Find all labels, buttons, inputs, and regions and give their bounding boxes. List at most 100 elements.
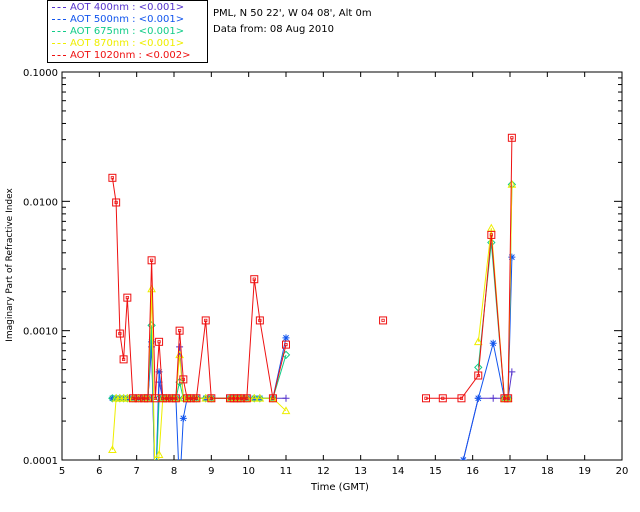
data-point	[489, 339, 497, 347]
data-point	[134, 394, 143, 403]
data-point	[108, 445, 117, 454]
data-point-inner	[459, 396, 464, 400]
data-point	[155, 337, 164, 346]
data-date: Data from: 08 Aug 2010	[213, 24, 334, 35]
data-point	[123, 293, 132, 302]
x-axis-label: Time (GMT)	[310, 482, 369, 493]
data-point	[489, 394, 497, 402]
data-point	[147, 284, 156, 293]
data-point	[268, 394, 277, 403]
data-point-inner	[381, 318, 385, 323]
data-point	[171, 394, 180, 403]
data-point-inner	[252, 277, 256, 281]
data-point-inner	[122, 357, 126, 361]
series-aot-675nm	[108, 180, 517, 460]
data-point	[282, 340, 290, 349]
data-point-inner	[204, 318, 208, 323]
legend-entry-675nm: AOT 675nm : <0.001>	[52, 26, 184, 38]
y-tick-label: 0.0010	[23, 327, 58, 338]
data-point-inner	[489, 233, 493, 237]
data-point	[422, 394, 430, 403]
data-point-inner	[164, 396, 169, 400]
data-point	[457, 394, 466, 403]
x-tick-label: 8	[171, 466, 177, 477]
data-point-inner	[271, 396, 275, 400]
y-tick-label: 0.1000	[23, 68, 58, 79]
legend-label: AOT 675nm : <0.001>	[70, 26, 185, 37]
data-point	[474, 371, 483, 380]
data-point	[179, 375, 188, 384]
data-point-inner	[149, 258, 154, 262]
data-point-inner	[153, 396, 157, 400]
legend-swatch	[52, 18, 66, 20]
legend-label: AOT 400nm : <0.001>	[70, 2, 185, 13]
data-point-inner	[209, 396, 213, 400]
axes: 5 6 7 8 9 10 11 12 13 14 15 16 17 18 19 20 0.0001 0.0010 0…	[23, 68, 628, 477]
x-tick-label: 7	[133, 466, 139, 477]
data-point	[487, 238, 496, 247]
data-point-inner	[157, 340, 161, 344]
data-point	[154, 450, 164, 458]
data-point	[508, 368, 516, 376]
data-point-inner	[258, 318, 262, 323]
data-point	[179, 414, 187, 422]
legend-entry-400nm: AOT 400nm : <0.001>	[52, 2, 184, 14]
series-line	[112, 257, 513, 460]
data-point	[207, 394, 216, 403]
data-point-inner	[146, 396, 150, 400]
series-layer	[108, 133, 517, 460]
y-axis-label: Imaginary Part of Refractive Index	[5, 187, 15, 341]
data-point	[255, 316, 264, 325]
data-point	[186, 394, 195, 403]
data-point	[282, 334, 290, 342]
data-point	[282, 394, 290, 402]
x-tick-label: 18	[541, 466, 554, 477]
data-point	[237, 394, 246, 403]
data-point	[201, 316, 210, 325]
x-tick-label: 5	[59, 466, 65, 477]
series-aot-500nm	[108, 253, 516, 460]
legend-swatch	[52, 6, 66, 8]
x-tick-label: 16	[466, 466, 479, 477]
site-location: PML, N 50 22', W 04 08', Alt 0m	[213, 8, 372, 19]
x-tick-label: 13	[354, 466, 367, 477]
data-point	[508, 253, 516, 261]
data-point-inner	[136, 396, 141, 400]
data-point	[192, 394, 201, 403]
data-point	[379, 316, 388, 325]
data-point	[176, 343, 184, 351]
data-point-inner	[181, 377, 185, 381]
data-point	[175, 326, 184, 335]
data-point-inner	[174, 396, 178, 400]
data-point	[438, 394, 447, 403]
data-point	[507, 133, 516, 142]
x-tick-label: 9	[208, 466, 214, 477]
data-point	[504, 394, 513, 403]
series-aot-1020nm	[108, 133, 516, 403]
data-point	[128, 394, 137, 403]
x-tick-label: 12	[317, 466, 330, 477]
data-point	[250, 275, 259, 284]
data-point	[115, 329, 124, 338]
x-tick-label: 11	[280, 466, 293, 477]
data-point	[155, 368, 163, 376]
legend: AOT 400nm : <0.001> AOT 500nm : <0.001> …	[47, 0, 208, 63]
data-point-inner	[131, 396, 135, 400]
data-point-inner	[177, 329, 182, 333]
series-line	[111, 184, 513, 460]
legend-swatch	[52, 54, 66, 56]
legend-label: AOT 500nm : <0.001>	[70, 14, 185, 25]
plot-frame	[61, 71, 623, 461]
series-line	[112, 184, 513, 460]
x-tick-label: 14	[392, 466, 405, 477]
y-tick-label: 0.0100	[23, 197, 58, 208]
series-aot-870nm	[108, 179, 517, 460]
legend-entry-1020nm: AOT 1020nm : <0.002>	[52, 50, 190, 62]
legend-entry-500nm: AOT 500nm : <0.001>	[52, 14, 184, 26]
legend-label: AOT 1020nm : <0.002>	[70, 50, 191, 61]
data-point	[255, 394, 265, 403]
data-point	[473, 337, 483, 346]
data-point	[147, 256, 156, 265]
x-tick-label: 15	[429, 466, 442, 477]
